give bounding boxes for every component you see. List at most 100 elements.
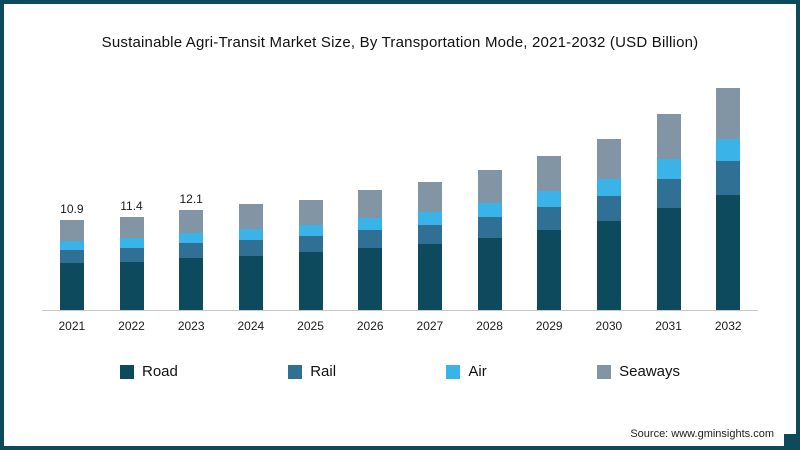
legend-item-seaways: Seaways <box>597 363 680 380</box>
legend-swatch-icon <box>120 364 134 379</box>
chart-title: Sustainable Agri-Transit Market Size, By… <box>101 34 699 51</box>
bar-segment-rail <box>596 196 621 221</box>
bar-value-label: 11.4 <box>120 199 143 213</box>
x-axis-labels: 2021 2022 2023 2024 2025 2026 2027 2028 2029 2030… <box>42 319 758 333</box>
bar-stack <box>596 139 621 310</box>
bar-segment-road <box>238 256 263 310</box>
plot-area: 10.9 11.4 12.1 <box>42 69 758 311</box>
bar-stack <box>477 170 502 310</box>
x-axis-tick-label: 2025 <box>297 319 324 333</box>
bar-segment-air <box>238 229 263 240</box>
bar-segment-seaways <box>59 220 84 241</box>
bar-segment-seaways <box>716 88 741 139</box>
legend-label: Rail <box>310 363 337 380</box>
bar-segment-rail <box>358 230 383 248</box>
bar-segment-road <box>59 263 84 310</box>
bar-segment-road <box>716 195 741 310</box>
bar-segment-road <box>417 244 442 310</box>
bar-segment-rail <box>656 179 681 208</box>
source-attribution: Source: www.gminsights.com <box>630 428 774 440</box>
bar-segment-road <box>596 221 621 310</box>
bar-segment-air <box>358 218 383 230</box>
bar-stack <box>119 217 144 310</box>
bar-segment-air <box>119 238 144 248</box>
bar-column: 12.1 <box>161 69 221 310</box>
legend-item-air: Air <box>446 363 487 380</box>
bar-segment-rail <box>298 236 323 252</box>
x-axis-tick-label: 2029 <box>535 319 563 333</box>
bar-column <box>460 69 520 310</box>
bar-stack <box>238 204 263 310</box>
bar-segment-air <box>716 139 741 161</box>
bar-segment-rail <box>238 240 263 256</box>
bar-segment-road <box>298 252 323 310</box>
bar-stack <box>358 190 383 310</box>
legend-label: Air <box>468 363 487 380</box>
bar-segment-rail <box>477 217 502 238</box>
bar-segment-seaways <box>656 114 681 159</box>
bar-segment-seaways <box>596 139 621 179</box>
bar-column <box>639 69 699 310</box>
bar-column: 10.9 <box>42 69 102 310</box>
bar-segment-seaways <box>298 200 323 225</box>
bar-stack <box>179 210 204 310</box>
bar-segment-road <box>656 208 681 310</box>
bar-segment-seaways <box>358 190 383 218</box>
x-axis-tick-label: 2022 <box>118 319 145 333</box>
bar-column: 11.4 <box>102 69 162 310</box>
bar-column <box>281 69 341 310</box>
bar-column <box>519 69 579 310</box>
bar-segment-road <box>537 230 562 310</box>
bar-segment-air <box>59 241 84 250</box>
bar-segment-road <box>179 258 204 310</box>
corner-accent <box>784 434 796 446</box>
bar-segment-air <box>179 233 204 243</box>
bar-segment-rail <box>716 161 741 195</box>
bar-stack <box>417 182 442 310</box>
x-axis-tick-label: 2028 <box>476 319 503 333</box>
bar-segment-air <box>537 191 562 207</box>
bar-column <box>400 69 460 310</box>
bar-segment-air <box>656 159 681 179</box>
legend-swatch-icon <box>288 364 303 379</box>
bar-column <box>698 69 758 310</box>
x-axis-tick-label: 2031 <box>655 319 682 333</box>
legend-label: Seaways <box>619 363 680 380</box>
bar-segment-air <box>596 179 621 196</box>
bar-segment-rail <box>179 243 204 258</box>
x-axis-tick-label: 2023 <box>177 319 205 333</box>
legend-item-rail: Rail <box>288 363 336 380</box>
bar-segment-air <box>298 225 323 236</box>
bar-segment-road <box>358 248 383 310</box>
x-axis-tick-label: 2027 <box>416 319 444 333</box>
bar-segment-seaways <box>119 217 144 238</box>
x-axis-tick-label: 2030 <box>595 319 623 333</box>
bar-segment-seaways <box>537 156 562 191</box>
bar-segment-rail <box>537 207 562 230</box>
legend-swatch-icon <box>597 364 612 379</box>
bar-segment-seaways <box>179 210 204 233</box>
bar-segment-air <box>417 212 442 225</box>
bar-column <box>340 69 400 310</box>
legend-label: Road <box>142 363 178 380</box>
bar-column <box>579 69 639 310</box>
x-axis-tick-label: 2032 <box>714 319 742 333</box>
bar-stack <box>537 156 562 310</box>
x-axis-tick-label: 2024 <box>237 319 265 333</box>
bar-segment-road <box>477 238 502 310</box>
bar-column <box>221 69 281 310</box>
legend-swatch-icon <box>446 364 461 379</box>
bar-segment-rail <box>417 225 442 244</box>
bar-segment-rail <box>119 248 144 262</box>
legend: Road Rail Air Seaways <box>120 363 680 380</box>
bar-segment-air <box>477 203 502 217</box>
bar-value-label: 12.1 <box>179 192 203 206</box>
bar-segment-seaways <box>477 170 502 203</box>
x-axis-tick-label: 2021 <box>58 319 86 333</box>
bar-stack <box>59 220 84 310</box>
bar-segment-seaways <box>417 182 442 212</box>
bar-segment-rail <box>59 250 84 263</box>
x-axis-tick-label: 2026 <box>356 319 384 333</box>
bar-stack <box>656 114 681 310</box>
